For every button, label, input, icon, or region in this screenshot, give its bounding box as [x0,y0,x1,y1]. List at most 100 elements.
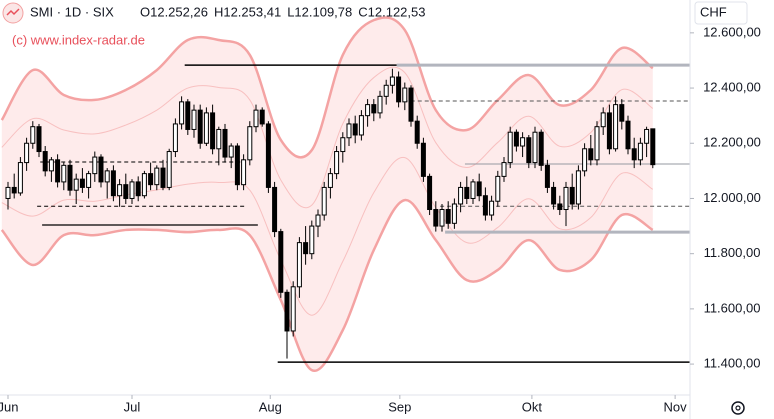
candle-body [507,131,513,164]
y-tick-label: 12.400,00 [703,79,761,94]
y-tick-label: 12.200,00 [703,135,761,150]
candle-body [135,181,141,197]
candle-body [309,225,315,255]
currency[interactable]: CHF [700,4,727,19]
candle-body [371,104,377,114]
candle-body [86,173,92,188]
candle-body [265,123,271,188]
candle-body [228,145,234,158]
x-tick-label: Okt [522,399,543,414]
candle-body [79,178,85,188]
candle-body [489,200,495,216]
candle-body [377,95,383,114]
candle-body [575,170,581,205]
candle-body [396,76,402,103]
candle-body [327,173,333,188]
candle-body [433,209,439,227]
currency-box[interactable] [694,1,748,25]
candle-body [340,137,346,153]
symbol: SMI · 1D · SIX [30,4,114,19]
candle-body [644,128,650,144]
candle-body [346,123,352,139]
candle-body [55,159,61,183]
candle-body [148,173,154,186]
candle-body [141,173,147,197]
candle-body [613,104,619,150]
candle-body [24,142,30,164]
candle-body [402,87,408,103]
candle-body [284,291,290,332]
candle-body [427,175,433,211]
candle-body [185,101,191,130]
candle-body [451,203,457,224]
candle-body [383,84,389,97]
candle-body [203,112,209,144]
band-fill [1,17,653,371]
candle-body [625,120,631,150]
candle-body [278,231,284,293]
candle-body [532,131,538,164]
candle-body [61,164,67,183]
candle-body [48,159,54,172]
candle-body [216,128,222,150]
candle-body [631,148,637,161]
candle-body [123,184,129,199]
candle-body [414,120,420,144]
candle-body [470,181,476,199]
band-inner-lower [1,157,654,316]
candle-body [110,170,116,197]
ohlc-value: C12.122,53 [358,4,425,19]
candle-body [247,126,253,161]
candle-body [538,131,544,166]
candle-body [160,167,166,188]
candle-body [272,186,278,233]
candle-body [600,112,606,128]
candle-body [166,151,172,188]
candle-body [606,112,612,150]
candle-body [5,186,11,199]
candle-body [439,209,445,227]
candle-body [30,126,36,144]
candle-body [563,186,569,211]
ohlc-value: H12.253,41 [214,4,281,19]
candle-body [495,175,501,202]
band-inner-upper [1,66,654,209]
candle-body [321,186,327,216]
x-tick-label: Jul [124,399,141,414]
candle-body [637,142,643,161]
x-tick-label: Nov [664,399,688,414]
candle-body [482,195,488,216]
candle-body [619,104,625,122]
candle-body [210,112,216,150]
settings-icon[interactable] [731,401,745,415]
candle-body [117,184,123,197]
candle-body [569,186,575,205]
candle-body [544,164,550,188]
candle-body [520,137,526,147]
candle-body [104,170,110,183]
candle-body [191,109,197,130]
candle-body [358,115,364,136]
band-upper [0,16,654,159]
candle-body [476,181,482,197]
candle-body [445,209,451,224]
candle-body [352,123,358,136]
candle-body [420,142,426,177]
candle-body [513,131,519,147]
candle-body [253,109,259,128]
y-tick-label: 12.000,00 [703,190,761,205]
candle-body [73,178,79,191]
y-tick-label: 11.400,00 [704,356,761,371]
candle-body [501,162,507,177]
candle-body [42,151,48,172]
x-tick-label: Sep [388,399,411,414]
candle-body [389,76,395,86]
candle-body [557,203,563,211]
y-tick-label: 11.600,00 [704,300,761,315]
logo [2,2,24,24]
candle-body [17,162,23,194]
candle-body [526,137,532,164]
candle-body [98,156,104,183]
candle-body [172,123,178,153]
